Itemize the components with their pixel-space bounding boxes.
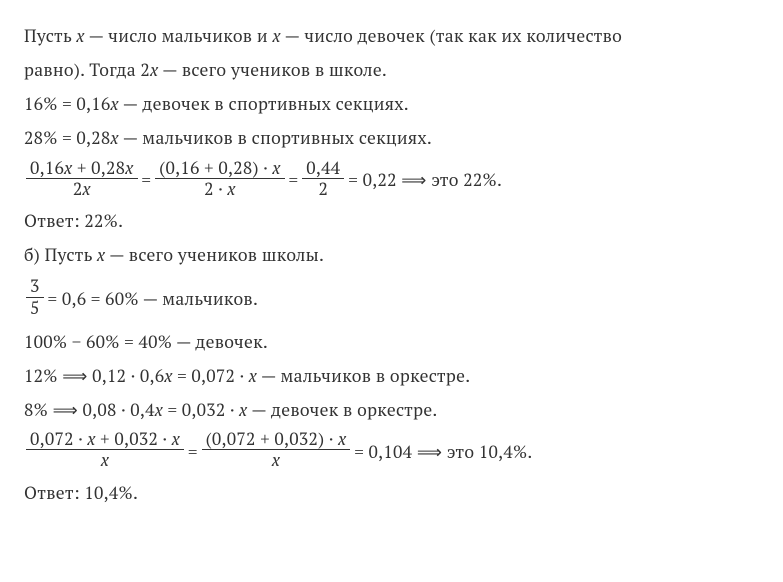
text-line-b4: 8% ⟹ 0,08 · 0,4x = 0,032 · x — девочек в… [24, 394, 759, 428]
eq-sign-1b: = [289, 171, 299, 190]
fraction-2a-num: 3 [26, 277, 44, 297]
equation-1-tail: = 0,22 ⟹ это 22%. [348, 171, 502, 190]
text-line-b2: 100% − 60% = 40% — девочек. [24, 326, 759, 360]
fraction-2a: 3 5 [26, 277, 44, 318]
fraction-3b: (0,072 + 0,032) · x x [202, 430, 351, 471]
fraction-3a-num: 0,072 · x + 0,032 · x [26, 430, 184, 450]
text-line-3: 16% = 0,16x — девочек в спортивных секци… [24, 88, 759, 122]
fraction-1b: (0,16 + 0,28) · x 2 · x [155, 159, 284, 200]
answer-line-2: Ответ: 10,4%. [24, 477, 759, 511]
text-line-4: 28% = 0,28x — мальчиков в спортивных сек… [24, 122, 759, 156]
answer-line-1: Ответ: 22%. [24, 205, 759, 239]
equation-2-tail: = 0,6 = 60% — мальчиков. [48, 290, 259, 309]
fraction-1b-num: (0,16 + 0,28) · x [155, 159, 284, 179]
text-line-b3: 12% ⟹ 0,12 · 0,6x = 0,072 · x — мальчико… [24, 360, 759, 394]
text-line-2: равно). Тогда 2x — всего учеников в школ… [24, 54, 759, 88]
eq-sign-3a: = [188, 443, 198, 462]
fraction-3b-num: (0,072 + 0,032) · x [202, 430, 351, 450]
eq-sign-1a: = [142, 171, 152, 190]
fraction-1b-den: 2 · x [155, 179, 284, 199]
fraction-1c-den: 2 [302, 179, 344, 199]
fraction-3b-den: x [202, 450, 351, 470]
equation-line-2: 3 5 = 0,6 = 60% — мальчиков. [24, 279, 759, 320]
equation-line-3: 0,072 · x + 0,032 · x x = (0,072 + 0,032… [24, 432, 759, 473]
fraction-1c: 0,44 2 [302, 159, 344, 200]
fraction-3a: 0,072 · x + 0,032 · x x [26, 430, 184, 471]
fraction-1a-num: 0,16x + 0,28x [26, 159, 138, 179]
equation-line-1: 0,16x + 0,28x 2x = (0,16 + 0,28) · x 2 ·… [24, 161, 759, 202]
fraction-3a-den: x [26, 450, 184, 470]
fraction-1a: 0,16x + 0,28x 2x [26, 159, 138, 200]
fraction-1a-den: 2x [26, 179, 138, 199]
text-line-b1: б) Пусть x — всего учеников школы. [24, 239, 759, 273]
fraction-2a-den: 5 [26, 298, 44, 318]
fraction-1c-num: 0,44 [302, 159, 344, 179]
text-line-1: Пусть x — число мальчиков и x — число де… [24, 20, 759, 54]
equation-3-tail: = 0,104 ⟹ это 10,4%. [354, 443, 532, 462]
